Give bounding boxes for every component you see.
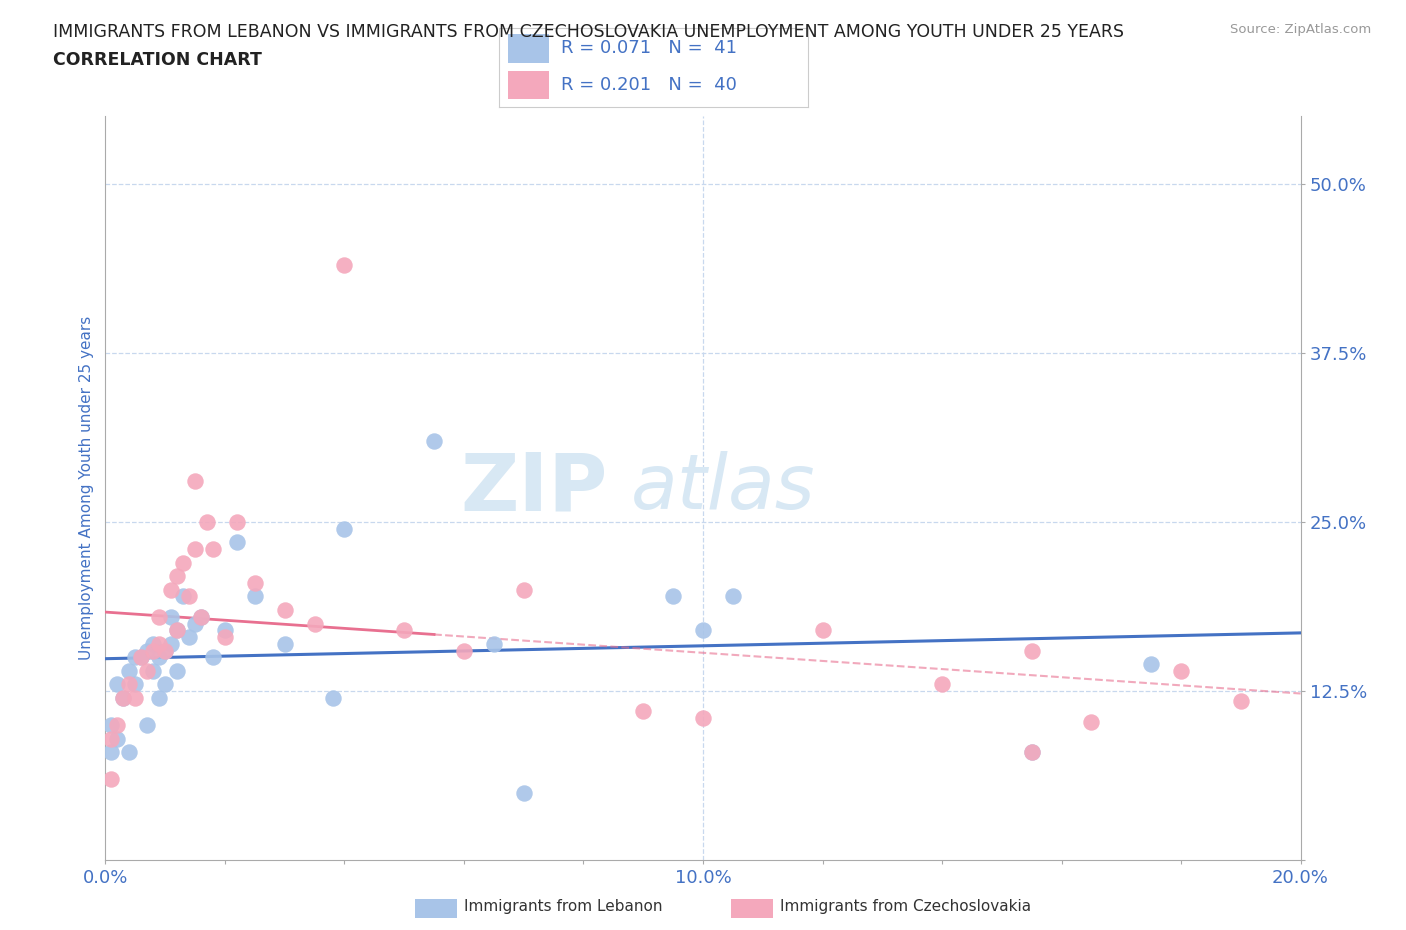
Point (129, 650, 153, 665)
Point (202, 650, 225, 665)
Point (190, 609, 212, 624)
Point (1140, 657, 1163, 671)
Point (155, 644, 177, 658)
Point (100, 718, 122, 733)
Point (1229, 693, 1253, 708)
Point (107, 677, 129, 692)
Point (321, 690, 344, 705)
Text: Immigrants from Czechoslovakia: Immigrants from Czechoslovakia (780, 899, 1032, 914)
Point (184, 616, 207, 631)
Y-axis label: Unemployment Among Youth under 25 years: Unemployment Among Youth under 25 years (79, 316, 94, 660)
Point (112, 690, 135, 705)
Point (273, 636, 295, 651)
Point (1021, 745, 1043, 760)
Text: R = 0.201   N =  40: R = 0.201 N = 40 (561, 76, 737, 94)
Point (166, 623, 188, 638)
Point (721, 589, 744, 604)
Point (129, 650, 153, 665)
Point (118, 677, 141, 692)
Point (155, 644, 177, 658)
Point (124, 650, 146, 665)
Point (155, 677, 177, 692)
Point (124, 677, 146, 692)
Point (1170, 663, 1192, 678)
Point (184, 541, 207, 556)
Point (811, 623, 834, 638)
Text: ZIP: ZIP (460, 449, 607, 527)
Point (214, 630, 236, 644)
Point (513, 785, 536, 800)
Point (1021, 745, 1043, 760)
Point (172, 555, 194, 570)
Point (100, 745, 122, 760)
FancyBboxPatch shape (509, 34, 548, 62)
Point (692, 711, 714, 725)
Point (100, 772, 122, 787)
Point (166, 663, 188, 678)
Point (225, 535, 249, 550)
Point (136, 644, 159, 658)
Point (931, 677, 953, 692)
Point (692, 623, 714, 638)
Point (160, 582, 183, 597)
Point (243, 576, 266, 591)
Point (148, 690, 170, 705)
Point (100, 731, 122, 746)
Text: R = 0.071   N =  41: R = 0.071 N = 41 (561, 39, 737, 58)
Text: CORRELATION CHART: CORRELATION CHART (53, 51, 263, 69)
Point (142, 663, 165, 678)
Point (394, 623, 416, 638)
Point (142, 644, 165, 658)
Point (172, 589, 194, 604)
Point (453, 644, 475, 658)
Point (160, 609, 183, 624)
Text: Immigrants from Lebanon: Immigrants from Lebanon (464, 899, 662, 914)
Point (107, 718, 129, 733)
Text: IMMIGRANTS FROM LEBANON VS IMMIGRANTS FROM CZECHOSLOVAKIA UNEMPLOYMENT AMONG YOU: IMMIGRANTS FROM LEBANON VS IMMIGRANTS FR… (53, 23, 1125, 41)
Point (160, 636, 183, 651)
Point (202, 541, 225, 556)
Point (1021, 644, 1043, 658)
Point (214, 623, 236, 638)
Point (166, 569, 188, 584)
Point (633, 704, 655, 719)
Point (112, 690, 135, 705)
Point (148, 650, 170, 665)
Point (662, 589, 685, 604)
Text: Source: ZipAtlas.com: Source: ZipAtlas.com (1230, 23, 1371, 36)
Point (118, 663, 141, 678)
Point (177, 589, 201, 604)
Point (273, 603, 295, 618)
Point (166, 623, 188, 638)
Point (107, 731, 129, 746)
Point (333, 258, 356, 272)
Point (136, 718, 159, 733)
Point (136, 663, 159, 678)
Point (118, 745, 141, 760)
Text: atlas: atlas (631, 451, 815, 525)
Point (423, 433, 446, 448)
Point (482, 636, 505, 651)
Point (124, 690, 146, 705)
Point (148, 636, 170, 651)
Point (148, 609, 170, 624)
Point (142, 636, 165, 651)
Point (190, 609, 212, 624)
Point (195, 514, 218, 529)
Point (333, 522, 356, 537)
Point (243, 589, 266, 604)
Point (1080, 715, 1102, 730)
Point (177, 630, 201, 644)
Point (513, 582, 536, 597)
Point (184, 474, 207, 489)
Point (225, 514, 249, 529)
Point (304, 616, 326, 631)
FancyBboxPatch shape (509, 71, 548, 100)
